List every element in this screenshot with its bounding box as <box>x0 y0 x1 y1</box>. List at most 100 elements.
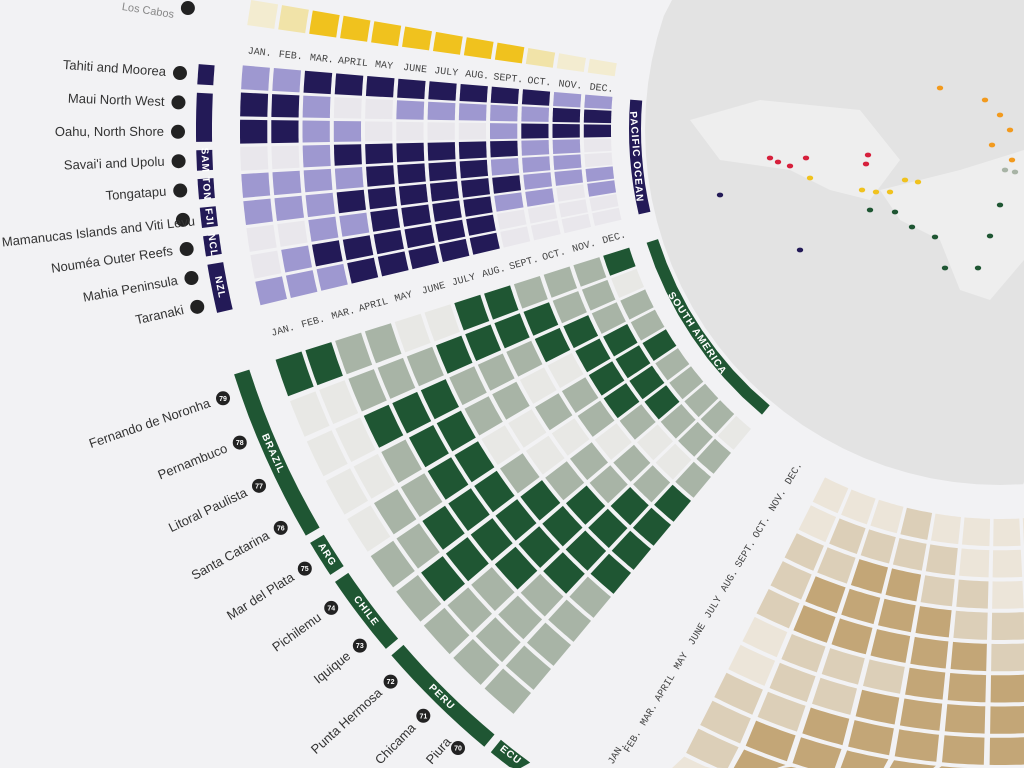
heatmap-cell <box>335 417 376 462</box>
heatmap-cell <box>420 379 459 420</box>
month-label: APRIL <box>653 673 678 704</box>
heatmap-cell <box>519 367 557 404</box>
heatmap-cell <box>992 549 1023 578</box>
location-label-group: Pichilemu <box>269 610 324 655</box>
heatmap-cell <box>513 276 548 309</box>
heatmap-cell <box>629 365 665 400</box>
heatmap-cell <box>461 178 490 198</box>
surf-spot-marker <box>806 175 814 181</box>
surf-spot-marker <box>1011 169 1019 175</box>
heatmap-cell <box>959 548 990 578</box>
location-badge <box>173 183 188 198</box>
heatmap-cell <box>374 489 417 535</box>
heatmap-cell <box>860 529 896 564</box>
heatmap-cell <box>396 100 425 120</box>
country-code: FJI <box>202 208 215 227</box>
heatmap-cell <box>367 186 397 210</box>
heatmap-cell <box>274 195 304 221</box>
heatmap-cell <box>989 737 1024 765</box>
surf-spot-marker <box>872 189 880 195</box>
heatmap-cell <box>553 154 582 170</box>
month-label-group: MAY <box>394 290 414 305</box>
heatmap-cell <box>406 346 444 387</box>
country-band <box>391 644 495 747</box>
heatmap-cell <box>521 89 551 106</box>
heatmap-cell <box>686 728 739 768</box>
heatmap-cell <box>925 544 958 576</box>
heatmap-cell <box>302 120 330 143</box>
heatmap-cell <box>745 720 796 762</box>
heatmap-cell <box>427 142 456 161</box>
country-band <box>196 92 213 142</box>
heatmap-cell <box>841 489 876 525</box>
country-code: NCL <box>205 233 219 258</box>
heatmap-cell <box>500 453 540 494</box>
heatmap-cell <box>589 194 619 212</box>
heatmap-cell <box>563 315 599 349</box>
heatmap-cell <box>333 121 362 142</box>
location-label-group: Pernambuco <box>156 441 230 483</box>
location-number: 79 <box>219 396 227 403</box>
location-badge: 72 <box>383 674 398 689</box>
heatmap-cell <box>484 285 519 320</box>
month-label: APRIL <box>337 56 368 70</box>
location-number: 75 <box>301 566 309 573</box>
region-band <box>646 239 770 415</box>
badge-circle <box>352 638 367 653</box>
heatmap-cell <box>396 575 442 622</box>
heatmap-cell <box>494 42 525 64</box>
heatmap-cell <box>590 553 631 594</box>
heatmap-cell <box>505 645 551 690</box>
heatmap-cell <box>575 338 611 373</box>
location-label-group: Fernando de Noronha <box>87 395 213 451</box>
heatmap-cell <box>278 5 309 34</box>
heatmap-cell <box>365 98 393 120</box>
location-number: 74 <box>327 605 335 612</box>
surf-spot-marker <box>988 142 996 148</box>
heatmap-cell <box>669 366 704 400</box>
location-number: 76 <box>277 525 285 532</box>
heatmap-cell <box>534 327 571 363</box>
month-label: JUNE <box>402 63 427 76</box>
heatmap-cell <box>342 235 374 261</box>
heatmap-cell <box>542 505 583 547</box>
heatmap-cell <box>309 10 340 38</box>
surf-spot-marker <box>974 265 982 271</box>
world-map <box>645 0 1024 485</box>
heatmap-cell <box>920 575 955 607</box>
heatmap-cell <box>333 144 362 166</box>
heatmap-cell <box>463 196 493 217</box>
month-label-group: AUG. <box>465 69 490 82</box>
badge-circle <box>175 212 190 227</box>
heatmap-cell <box>490 104 518 122</box>
region-label: PACIFIC OCEAN <box>627 111 645 203</box>
heatmap-cells <box>240 0 1024 768</box>
heatmap-cell <box>770 561 812 600</box>
country-band <box>197 178 215 200</box>
country-band <box>335 572 399 649</box>
surf-spot-marker <box>1008 157 1016 163</box>
country-band <box>196 149 213 171</box>
month-label-group: DEC. <box>784 461 806 487</box>
heatmap-cell <box>630 309 665 341</box>
month-label-group: SEPT. <box>493 72 524 86</box>
heatmap-cell <box>990 674 1024 703</box>
badge-circle <box>171 154 186 169</box>
heatmap-cell <box>545 461 585 501</box>
location-label: Iquique <box>311 648 354 686</box>
heatmap-cell <box>364 323 402 364</box>
location-label: Pernambuco <box>156 441 230 483</box>
heatmap-cell <box>525 188 555 207</box>
surf-spot-marker <box>866 207 874 213</box>
heatmap-cell <box>678 421 713 457</box>
surf-spot-marker <box>901 177 909 183</box>
location-label-group: Iquique <box>311 648 354 686</box>
heatmap-cell <box>812 477 849 514</box>
heatmap-cell <box>518 526 560 568</box>
heatmap-cell <box>556 184 586 202</box>
heatmap-cell <box>436 410 476 452</box>
heatmap-cell <box>334 167 364 190</box>
heatmap-cell <box>931 513 961 545</box>
heatmap-cell <box>990 705 1024 734</box>
heatmap-cell <box>700 700 751 744</box>
